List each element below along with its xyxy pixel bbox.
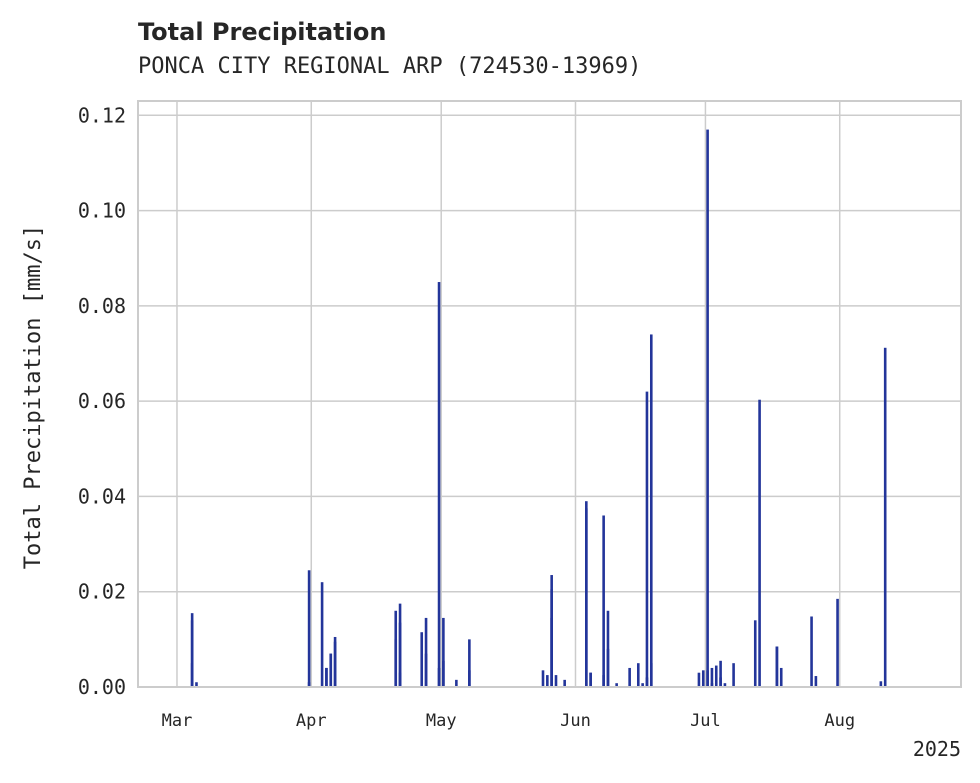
precipitation-bar: [645, 677, 649, 687]
bars-layer: [190, 129, 887, 687]
precipitation-bar: [810, 616, 813, 687]
y-tick-label: 0.08: [78, 294, 126, 318]
precipitation-bar: [615, 683, 618, 687]
x-tick-label: Jul: [690, 711, 721, 731]
precipitation-bar: [710, 667, 714, 687]
y-tick-label: 0.02: [78, 580, 126, 604]
precipitation-bar: [606, 648, 610, 687]
precipitation-bar: [645, 391, 649, 687]
precipitation-bar: [325, 667, 328, 687]
precipitation-bar: [307, 570, 311, 687]
precipitation-bar: [706, 129, 709, 687]
precipitation-bar: [541, 670, 545, 687]
x-tick-label: Aug: [824, 711, 855, 731]
precipitation-bar: [333, 636, 337, 687]
precipitation-bar: [437, 282, 441, 687]
precipitation-bar: [329, 653, 333, 687]
chart-title: Total Precipitation: [138, 18, 386, 46]
precipitation-bar: [442, 617, 445, 687]
precipitation-bar: [723, 683, 727, 687]
y-axis-label: Total Precipitation [mm/s]: [21, 225, 46, 569]
precipitation-bar: [320, 582, 324, 687]
precipitation-bar: [779, 667, 783, 687]
precipitation-bar: [636, 663, 640, 687]
precipitation-bar: [585, 508, 588, 687]
precipitation-bar: [546, 675, 549, 687]
precipitation-bar: [697, 672, 701, 687]
precipitation-bar: [628, 667, 631, 687]
x-axis-ticks: Mar Apr May Jun Jul Aug: [162, 711, 855, 731]
y-tick-label: 0.00: [78, 675, 126, 699]
y-tick-label: 0.12: [78, 103, 126, 127]
precipitation-bar: [398, 622, 402, 687]
precipitation-bar: [550, 589, 553, 687]
precipitation-bar: [732, 663, 735, 687]
precipitation-bar: [190, 663, 194, 687]
precipitation-bar: [468, 639, 471, 687]
precipitation-bar: [775, 646, 779, 687]
precipitation-bar: [398, 672, 402, 687]
precipitation-bar: [589, 672, 592, 687]
precipitation-bar: [814, 676, 818, 687]
precipitation-bar: [420, 632, 424, 687]
precipitation-bar: [714, 665, 718, 687]
precipitation-bar: [649, 334, 653, 687]
x-tick-label: May: [426, 711, 457, 731]
precipitation-bar: [554, 675, 558, 687]
x-tick-label: Mar: [162, 711, 193, 731]
x-axis-year-label: 2025: [913, 737, 961, 761]
precipitation-bar: [424, 617, 428, 687]
precipitation-bar: [879, 681, 883, 687]
precipitation-bar: [883, 347, 887, 687]
precipitation-bar: [190, 613, 194, 687]
plot-frame: [137, 100, 962, 688]
precipitation-bar: [641, 683, 644, 687]
precipitation-bar: [442, 660, 445, 687]
precipitation-bar: [719, 677, 722, 687]
x-tick-label: Jun: [560, 711, 591, 731]
y-tick-label: 0.10: [78, 199, 126, 223]
y-tick-label: 0.06: [78, 389, 126, 413]
precipitation-bar: [468, 670, 471, 687]
precipitation-bar: [719, 660, 722, 687]
precipitation-bar: [307, 682, 311, 687]
grid-layer: [138, 101, 961, 688]
y-axis-ticks: 0.00 0.02 0.04 0.06 0.08 0.10 0.12: [78, 103, 126, 699]
precipitation-bar: [455, 679, 458, 687]
precipitation-bar: [836, 598, 839, 687]
precipitation-bar: [649, 663, 653, 687]
precipitation-bar: [602, 515, 605, 687]
y-tick-label: 0.04: [78, 484, 126, 508]
chart-subtitle: PONCA CITY REGIONAL ARP (724530-13969): [138, 54, 641, 79]
precipitation-bar: [753, 620, 757, 687]
precipitation-bar: [437, 667, 441, 687]
precipitation-bar: [710, 683, 714, 687]
x-tick-label: Apr: [296, 711, 327, 731]
precipitation-bar: [758, 399, 761, 687]
precipitation-bar: [602, 675, 605, 687]
precipitation-bar: [195, 682, 198, 687]
precipitation-bar: [563, 679, 566, 687]
precipitation-bar: [701, 670, 705, 687]
precipitation-bar: [394, 639, 398, 687]
